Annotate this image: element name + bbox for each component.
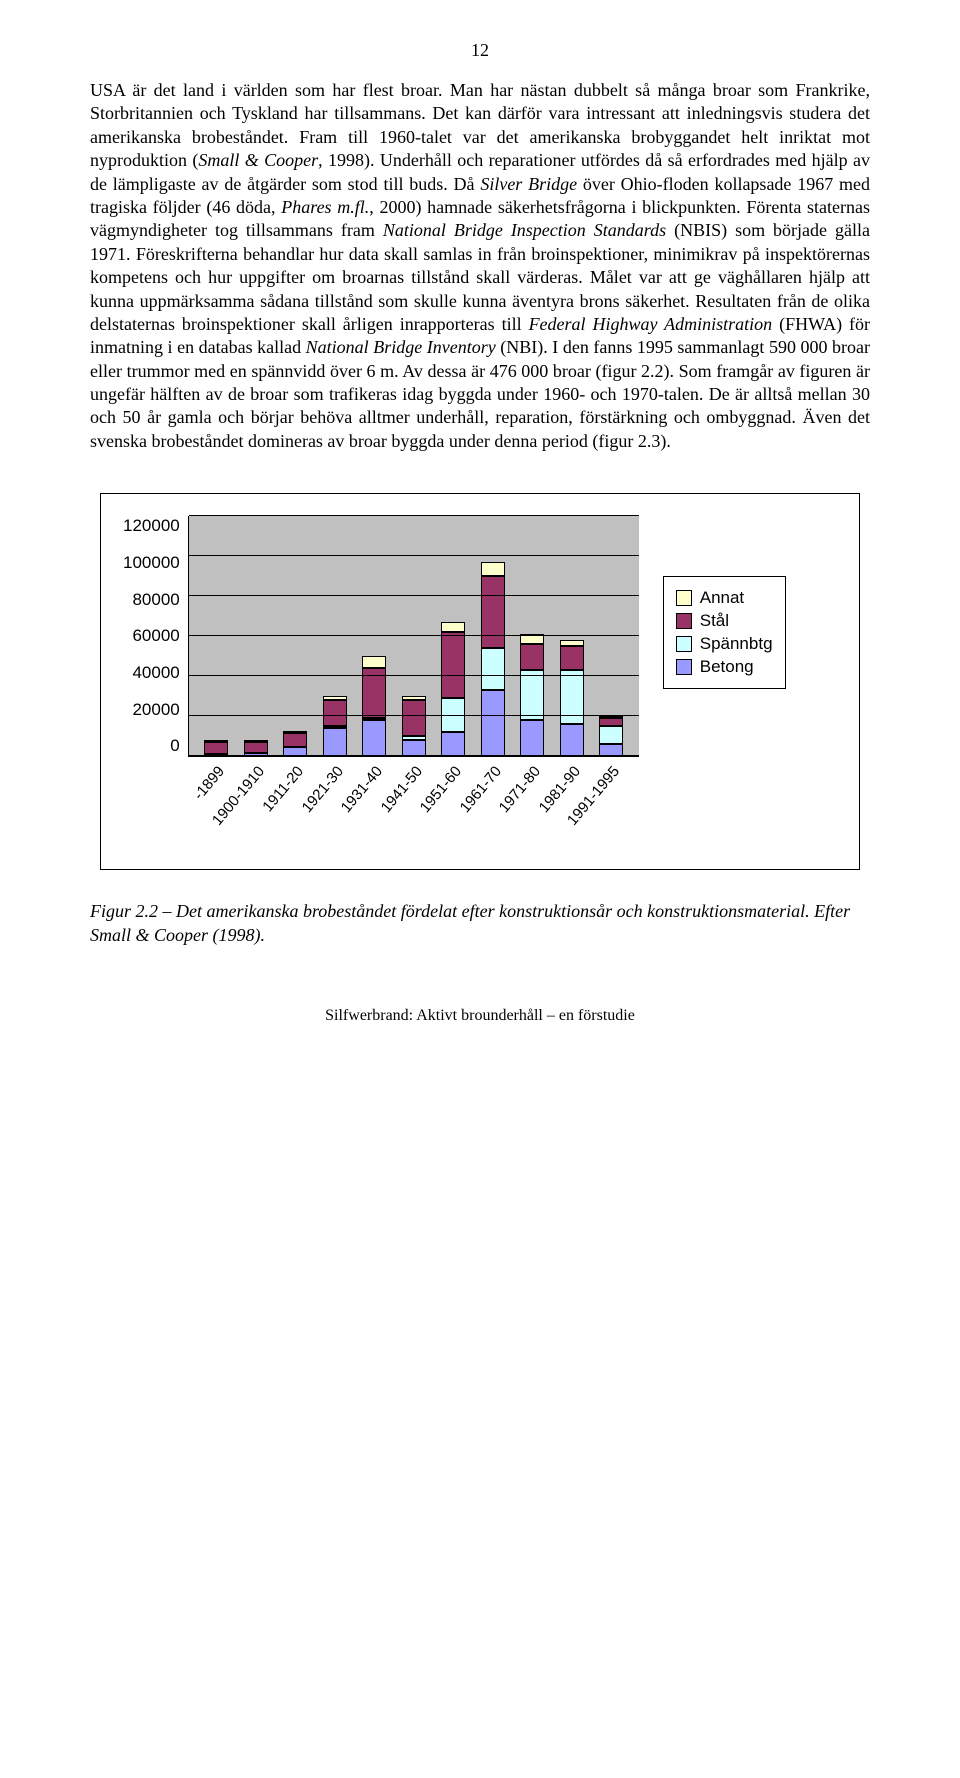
legend-label: Spännbtg <box>700 634 773 654</box>
legend-item: Betong <box>676 657 773 677</box>
bar-segment-spannbtg <box>599 726 623 744</box>
legend-label: Annat <box>700 588 744 608</box>
y-tick-label: 120000 <box>123 516 180 536</box>
chart-bar <box>441 622 465 756</box>
y-axis: 120000 100000 80000 60000 40000 20000 0 <box>123 516 188 756</box>
bar-segment-spannbtg <box>520 670 544 720</box>
chart-bar <box>362 656 386 756</box>
bar-segment-betong <box>362 720 386 756</box>
legend-item: Stål <box>676 611 773 631</box>
chart-legend: Annat Stål Spännbtg Betong <box>663 576 786 689</box>
legend-label: Stål <box>700 611 729 631</box>
legend-swatch <box>676 590 692 606</box>
chart-bar <box>244 740 268 756</box>
y-tick-label: 60000 <box>132 626 179 646</box>
chart-bar <box>323 696 347 756</box>
y-tick-label: 100000 <box>123 553 180 573</box>
chart-figure: 120000 100000 80000 60000 40000 20000 0 -18991… <box>100 493 860 870</box>
bar-segment-stal <box>560 646 584 670</box>
page-number: 12 <box>90 40 870 61</box>
y-tick-label: 20000 <box>132 700 179 720</box>
bar-segment-stal <box>441 632 465 698</box>
bar-segment-annat <box>481 562 505 576</box>
legend-swatch <box>676 659 692 675</box>
bar-segment-betong <box>560 724 584 756</box>
bar-segment-spannbtg <box>481 648 505 690</box>
chart-bar <box>481 562 505 756</box>
bar-segment-stal <box>481 576 505 648</box>
bar-segment-stal <box>204 742 228 754</box>
bar-segment-stal <box>283 733 307 747</box>
y-tick-label: 40000 <box>132 663 179 683</box>
legend-item: Annat <box>676 588 773 608</box>
bar-segment-stal <box>323 700 347 726</box>
chart-bar <box>402 696 426 756</box>
chart-bar <box>560 640 584 756</box>
legend-swatch <box>676 613 692 629</box>
bar-segment-betong <box>441 732 465 756</box>
bar-segment-betong <box>520 720 544 756</box>
x-axis: -18991900-19101911-201921-301931-401941-… <box>188 757 638 847</box>
page-footer: Silfwerbrand: Aktivt brounderhåll – en f… <box>90 1007 870 1025</box>
bar-segment-annat <box>362 656 386 668</box>
plot-area <box>188 516 639 757</box>
chart-bar <box>599 716 623 756</box>
legend-item: Spännbtg <box>676 634 773 654</box>
bar-segment-stal <box>599 718 623 726</box>
legend-label: Betong <box>700 657 754 677</box>
bar-segment-stal <box>402 700 426 736</box>
chart-bar <box>204 740 228 756</box>
bar-segment-stal <box>244 742 268 753</box>
y-tick-label: 0 <box>170 736 179 756</box>
bar-segment-annat <box>441 622 465 632</box>
bar-segment-betong <box>323 728 347 756</box>
legend-swatch <box>676 636 692 652</box>
chart-bar <box>520 634 544 756</box>
figure-caption: Figur 2.2 – Det amerikanska brobeståndet… <box>90 900 870 947</box>
bar-segment-stal <box>520 644 544 670</box>
y-tick-label: 80000 <box>132 590 179 610</box>
bar-segment-betong <box>402 740 426 756</box>
chart-bar <box>283 731 307 756</box>
body-paragraph: USA är det land i världen som har flest … <box>90 79 870 453</box>
bar-segment-betong <box>481 690 505 756</box>
